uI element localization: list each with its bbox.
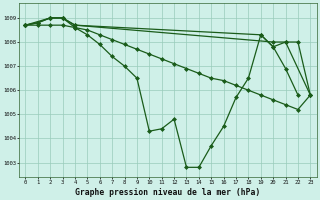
X-axis label: Graphe pression niveau de la mer (hPa): Graphe pression niveau de la mer (hPa) <box>75 188 260 197</box>
